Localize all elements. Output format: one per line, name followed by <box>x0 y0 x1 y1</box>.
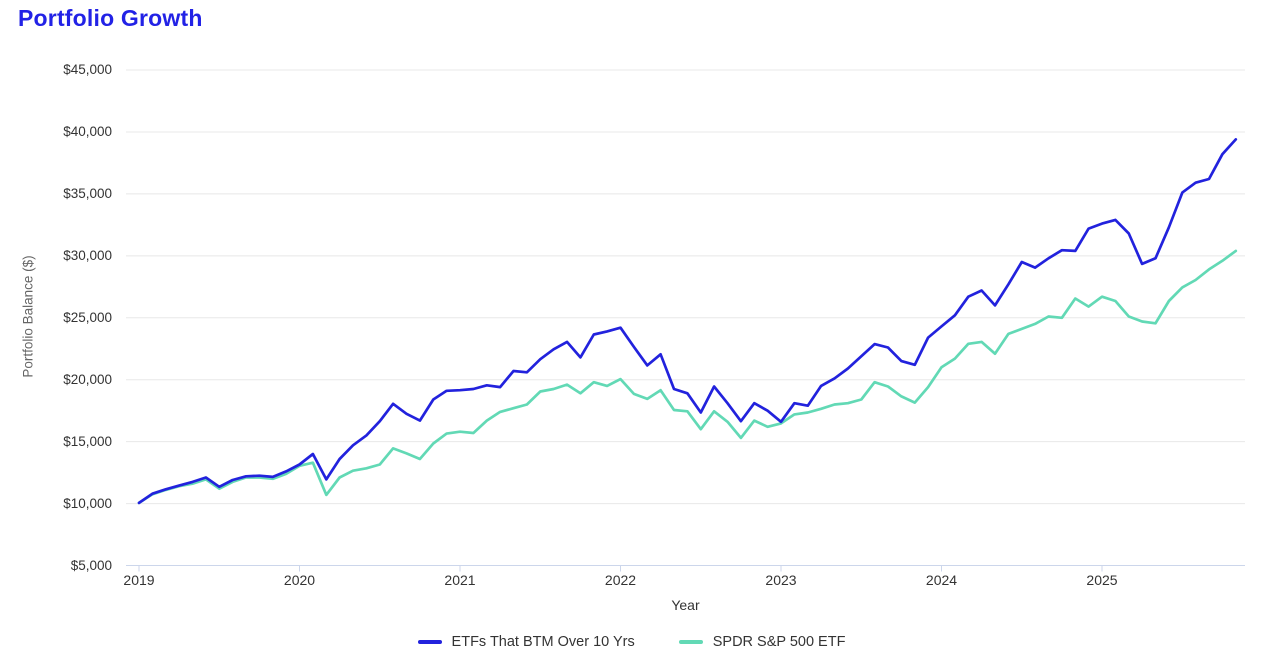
legend: ETFs That BTM Over 10 Yrs SPDR S&P 500 ET… <box>0 634 1263 650</box>
y-axis-label: $40,000 <box>63 123 112 139</box>
x-axis-label: 2024 <box>925 572 958 588</box>
y-axis-label: $5,000 <box>70 557 112 573</box>
legend-swatch <box>678 640 703 644</box>
y-axis-label: $45,000 <box>63 62 112 77</box>
y-axis-label: $35,000 <box>63 185 112 201</box>
legend-item-etfs-that-btm-over-10-yrs[interactable]: ETFs That BTM Over 10 Yrs <box>417 634 635 650</box>
y-axis-label: $15,000 <box>63 433 112 449</box>
x-axis-label: 2022 <box>604 572 637 588</box>
x-axis-title: Year <box>671 597 700 613</box>
legend-label: SPDR S&P 500 ETF <box>712 634 846 650</box>
y-axis-label: $20,000 <box>63 371 112 387</box>
x-axis-label: 2020 <box>283 572 316 588</box>
y-axis-label: $10,000 <box>63 495 112 511</box>
legend-swatch <box>417 640 442 644</box>
series-line-etfs-that-btm-over-10-yrs[interactable] <box>137 138 1238 505</box>
x-axis-label: 2025 <box>1086 572 1118 588</box>
y-axis-label: $25,000 <box>63 309 112 325</box>
legend-label: ETFs That BTM Over 10 Yrs <box>451 634 635 650</box>
x-axis-label: 2019 <box>123 572 155 588</box>
y-axis-label: $30,000 <box>63 247 112 263</box>
legend-item-spdr-s-p-500-etf[interactable]: SPDR S&P 500 ETF <box>678 634 846 650</box>
x-axis-label: 2021 <box>444 572 476 588</box>
x-axis-label: 2023 <box>765 572 797 588</box>
chart-title: Portfolio Growth <box>18 5 203 31</box>
series-line-spdr-s-p-500-etf[interactable] <box>137 249 1238 505</box>
